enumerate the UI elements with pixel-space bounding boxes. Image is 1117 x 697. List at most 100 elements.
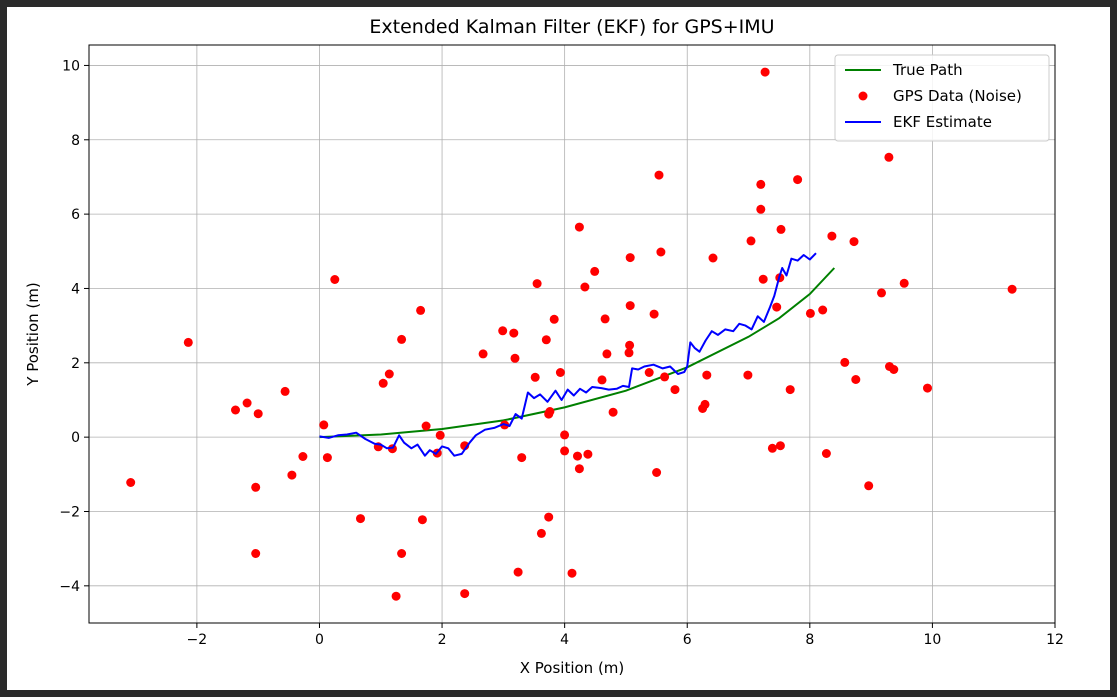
gps-point [805, 308, 815, 318]
gps-point [513, 567, 523, 577]
gps-point [625, 340, 635, 350]
gps-point [660, 372, 670, 382]
gps-point [625, 301, 635, 311]
gps-point [555, 368, 565, 377]
gps-point [700, 399, 710, 409]
gps-point [889, 365, 899, 374]
gps-point [478, 349, 488, 359]
gps-point [580, 282, 590, 292]
chart-title: Extended Kalman Filter (EKF) for GPS+IMU [369, 16, 774, 38]
gps-point [319, 420, 329, 430]
gps-point [253, 409, 263, 419]
gps-point [530, 372, 540, 382]
gps-point [417, 515, 427, 525]
x-tick-label: 12 [1046, 632, 1064, 648]
gps-point [756, 179, 766, 189]
gps-point [517, 453, 527, 463]
legend-gps-swatch [858, 91, 868, 101]
gps-point [298, 452, 308, 461]
gps-point [567, 568, 577, 578]
x-tick-label: −2 [187, 632, 208, 648]
gps-point [397, 549, 407, 558]
gps-point [702, 370, 712, 380]
gps-point [654, 170, 664, 180]
gps-point [126, 478, 136, 487]
gps-point [397, 334, 407, 344]
y-axis-label: Y Position (m) [24, 282, 42, 386]
gps-point [251, 549, 261, 558]
gps-point [460, 589, 470, 599]
gps-point [923, 383, 932, 393]
gps-point [602, 349, 612, 359]
gps-point [772, 302, 782, 312]
gps-point [541, 335, 551, 345]
gps-point [242, 398, 252, 408]
gps-point [884, 152, 894, 162]
gps-point [590, 266, 600, 276]
gps-point [532, 279, 542, 289]
x-tick-label: 0 [315, 632, 324, 648]
gps-point [330, 275, 340, 284]
gps-point [851, 375, 861, 384]
figure: Extended Kalman Filter (EKF) for GPS+IMU… [7, 7, 1110, 690]
y-tick-label: 0 [71, 430, 80, 446]
gps-point [746, 236, 756, 246]
gps-point [608, 407, 618, 417]
gps-point [644, 368, 654, 377]
gps-point [775, 441, 785, 451]
x-tick-label: 4 [560, 632, 569, 648]
grid [89, 45, 1056, 623]
gps-point [818, 305, 828, 315]
x-tick-label: 8 [805, 632, 814, 648]
gps-point [287, 470, 297, 480]
gps-point [231, 405, 240, 415]
gps-point [574, 464, 584, 474]
series-ekf-estimate-line [319, 252, 817, 457]
legend-box [834, 54, 1050, 142]
y-ticks: −4 −2 0 2 4 6 8 10 [59, 58, 89, 595]
plot-frame [88, 44, 1056, 624]
gps-point [573, 451, 582, 461]
gps-point [435, 430, 445, 440]
gps-point [656, 247, 666, 257]
gps-point [416, 305, 426, 315]
gps-point [384, 369, 394, 379]
gps-point [421, 421, 431, 431]
gps-point [544, 512, 554, 522]
gps-point [510, 353, 520, 363]
gps-point [183, 337, 193, 347]
gps-point [251, 482, 261, 492]
y-tick-label: 4 [71, 281, 80, 297]
gps-point [743, 370, 753, 380]
y-tick-label: 2 [71, 356, 80, 372]
legend: True Path GPS Data (Noise) EKF Estimate [834, 54, 1050, 142]
legend-ekf-label: EKF Estimate [893, 113, 992, 131]
series-true-path-line [319, 267, 836, 439]
gps-point [840, 357, 850, 367]
y-tick-label: 8 [71, 133, 80, 149]
x-axis-label: X Position (m) [520, 659, 625, 677]
gps-point [625, 253, 635, 263]
gps-point [827, 231, 837, 241]
gps-point [280, 386, 290, 396]
gps-point [758, 274, 768, 284]
gps-point [760, 67, 770, 77]
gps-point [670, 385, 680, 395]
gps-point [1007, 284, 1017, 294]
gps-point [877, 288, 886, 298]
legend-true-path-label: True Path [892, 61, 963, 79]
y-tick-label: −2 [59, 504, 80, 520]
gps-point [378, 378, 388, 388]
y-tick-label: 6 [71, 207, 80, 223]
gps-point [756, 204, 766, 214]
plot-area [126, 67, 1017, 601]
gps-point [649, 309, 659, 319]
y-tick-label: −4 [59, 579, 80, 595]
gps-point [776, 224, 786, 234]
gps-point [708, 253, 718, 263]
gps-point [600, 314, 610, 324]
gps-point [545, 407, 555, 416]
gps-point [899, 278, 909, 288]
gps-point [509, 328, 519, 338]
x-tick-label: 2 [438, 632, 447, 648]
